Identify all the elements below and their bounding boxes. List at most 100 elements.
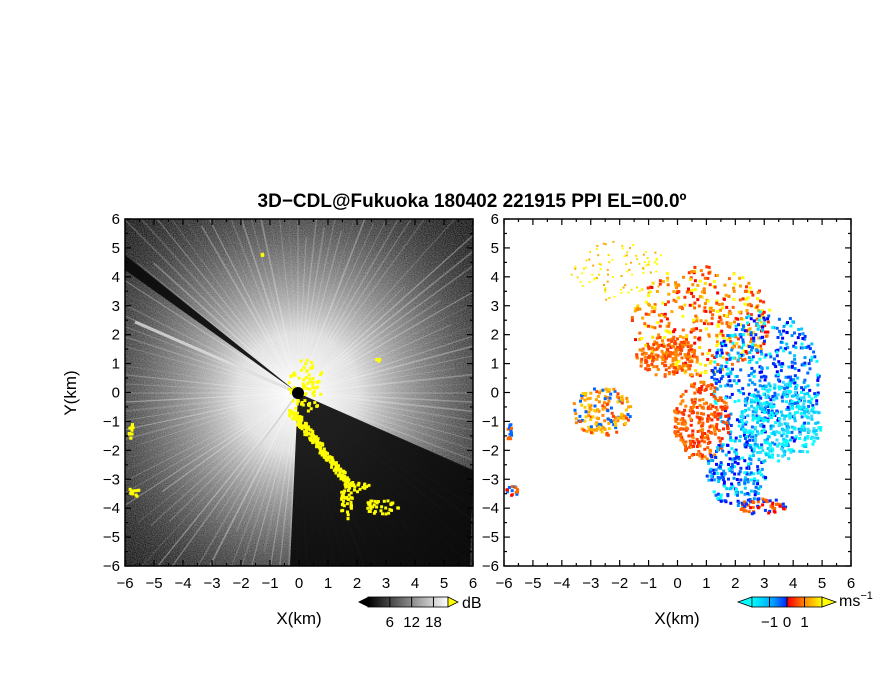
velocity-point (574, 265, 577, 268)
velocity-point (724, 343, 728, 347)
velocity-point (810, 355, 814, 359)
velocity-point (787, 414, 791, 417)
velocity-point (668, 354, 672, 358)
velocity-point (694, 369, 698, 372)
velocity-point (625, 400, 629, 404)
velocity-point (711, 370, 715, 374)
velocity-point (752, 448, 756, 452)
velocity-point (803, 392, 807, 396)
snr-point (396, 506, 400, 510)
velocity-point (700, 385, 704, 388)
snr-point (298, 417, 302, 421)
velocity-point (700, 456, 704, 460)
velocity-point (793, 354, 797, 358)
velocity-point (752, 394, 756, 398)
velocity-point (712, 471, 716, 475)
velocity-point (714, 406, 718, 409)
snr-beam (125, 392, 299, 403)
velocity-point (706, 358, 710, 361)
velocity-point (752, 472, 756, 476)
velocity-point (679, 366, 683, 370)
velocity-point (713, 370, 717, 374)
velocity-point (779, 346, 783, 350)
velocity-point (630, 288, 633, 291)
snr-point (321, 443, 325, 446)
velocity-point (657, 333, 661, 337)
snr-point (320, 371, 324, 375)
velocity-point (682, 341, 686, 345)
snr-point (295, 415, 299, 418)
velocity-point (759, 299, 762, 303)
velocity-point (680, 368, 684, 372)
snr-beam (236, 392, 299, 532)
velocity-point (815, 399, 819, 403)
snr-point (367, 510, 371, 513)
velocity-point (750, 358, 754, 362)
snr-point (304, 422, 308, 426)
velocity-point (785, 408, 789, 411)
velocity-point (747, 383, 751, 387)
velocity-point (657, 345, 661, 349)
velocity-point (789, 375, 793, 379)
velocity-point (706, 441, 710, 445)
velocity-point (763, 411, 767, 414)
velocity-point (762, 429, 766, 432)
velocity-point (766, 419, 770, 423)
velocity-point (700, 290, 704, 294)
velocity-point (750, 337, 754, 341)
velocity-point (656, 263, 659, 265)
velocity-point (635, 254, 638, 257)
velocity-point (733, 400, 737, 404)
velocity-point (698, 444, 702, 448)
velocity-point (599, 428, 603, 432)
velocity-point (782, 390, 786, 394)
snr-point (380, 505, 384, 509)
snr-beam (297, 291, 473, 394)
velocity-point (804, 436, 807, 440)
velocity-point (800, 407, 804, 411)
velocity-point (730, 362, 734, 366)
velocity-point (665, 351, 669, 355)
snr-beam (171, 219, 299, 394)
velocity-point (647, 354, 651, 358)
velocity-point (652, 310, 656, 314)
velocity-point (691, 295, 695, 299)
snr-point (346, 510, 349, 514)
velocity-point (756, 471, 760, 475)
velocity-point (764, 453, 768, 457)
figure-title: 3D−CDL@Fukuoka 180402 221915 PPI EL=00.0… (258, 191, 687, 212)
velocity-point (621, 244, 624, 247)
velocity-point (660, 355, 664, 359)
velocity-point (681, 417, 685, 421)
velocity-point (658, 282, 662, 286)
velocity-point (698, 398, 702, 402)
velocity-point (651, 335, 655, 339)
velocity-point (754, 398, 758, 402)
velocity-point (741, 341, 745, 344)
velocity-point (751, 410, 755, 414)
snr-ytick-label: −3 (103, 471, 120, 488)
velocity-point (651, 346, 655, 350)
snr-point (336, 468, 339, 472)
velocity-point (642, 253, 645, 256)
velocity-point (719, 466, 723, 470)
velocity-point (625, 254, 628, 257)
velocity-point (767, 395, 771, 399)
velocity-point (739, 414, 743, 418)
velocity-point (733, 282, 737, 286)
velocity-point (673, 416, 677, 420)
velocity-point (739, 323, 742, 327)
velocity-point (737, 310, 741, 314)
snr-point (304, 376, 308, 380)
velocity-point (750, 393, 753, 397)
velocity-point (751, 343, 755, 347)
velocity-point (776, 444, 779, 448)
velocity-point (749, 435, 753, 439)
velocity-point (720, 329, 724, 333)
snr-point (300, 415, 304, 419)
velocity-point (768, 414, 772, 417)
velocity-point (593, 404, 597, 408)
snr-beam (279, 392, 299, 566)
snr-point (129, 490, 133, 494)
